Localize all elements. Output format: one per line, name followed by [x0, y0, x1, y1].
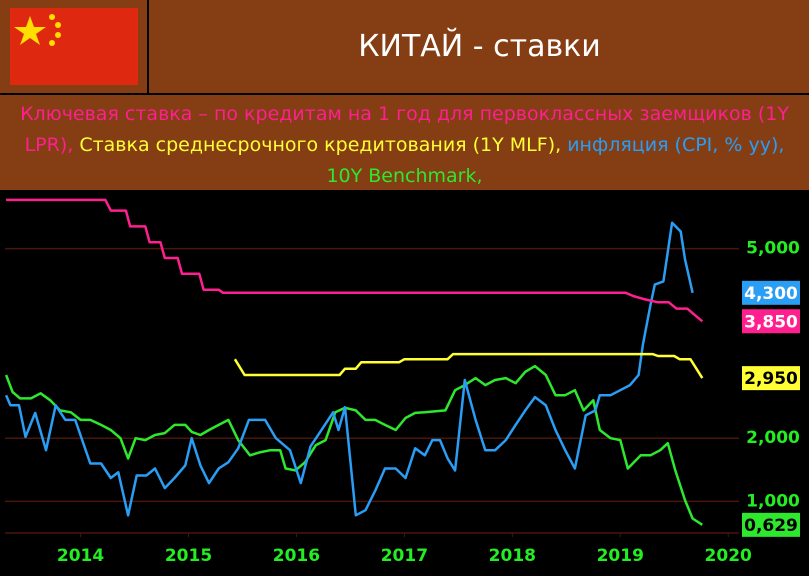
header: КИТАЙ - ставки: [0, 0, 809, 93]
end-label-box: [742, 280, 800, 305]
subtitle: Ключевая ставка – по кредитам на 1 год д…: [0, 95, 809, 190]
flag-star: [14, 16, 46, 45]
end-label-box: [742, 366, 800, 391]
x-tick-label: 2015: [165, 546, 212, 566]
y-tick-label: 2,000: [746, 428, 800, 448]
x-tick-label: 2018: [489, 546, 536, 566]
end-label: 2,950: [744, 369, 798, 389]
end-label-box: [742, 512, 800, 537]
x-tick-label: 2016: [273, 546, 320, 566]
end-label: 0,629: [744, 516, 798, 536]
flag-star: [55, 32, 61, 38]
end-label-box: [742, 309, 800, 334]
legend-entry: Ставка среднесрочного кредитования (1Y M…: [79, 134, 562, 156]
flag-star: [55, 22, 61, 28]
end-label: 3,850: [744, 312, 798, 332]
series-line: [233, 352, 704, 379]
flag-star: [49, 40, 55, 46]
series-line: [4, 221, 694, 517]
x-tick-label: 2014: [57, 546, 104, 566]
x-tick-label: 2017: [381, 546, 428, 566]
flag-star: [49, 14, 55, 20]
y-tick-label: 1,000: [746, 491, 800, 511]
flag: [10, 0, 149, 93]
y-tick-label: 5,000: [746, 239, 800, 259]
x-tick-label: 2020: [705, 546, 752, 566]
x-tick-label: 2019: [597, 546, 644, 566]
legend-entry: 10Y Benchmark,: [326, 165, 483, 187]
legend-entry: Ключевая ставка – по кредитам на 1 год д…: [20, 103, 789, 156]
end-label: 4,300: [744, 284, 798, 304]
legend-entry: инфляция (CPI, % yy),: [567, 134, 785, 156]
chart-title: КИТАЙ - ставки: [358, 29, 601, 64]
series-line: [6, 198, 704, 323]
